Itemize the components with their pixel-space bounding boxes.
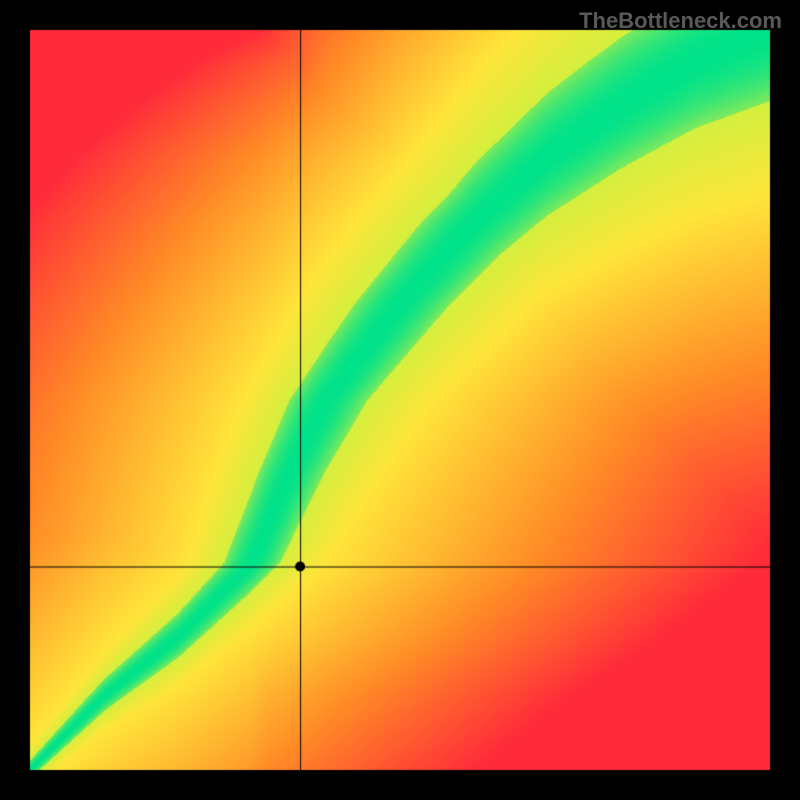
heatmap-canvas — [0, 0, 800, 800]
watermark-text: TheBottleneck.com — [579, 8, 782, 34]
chart-container: TheBottleneck.com — [0, 0, 800, 800]
